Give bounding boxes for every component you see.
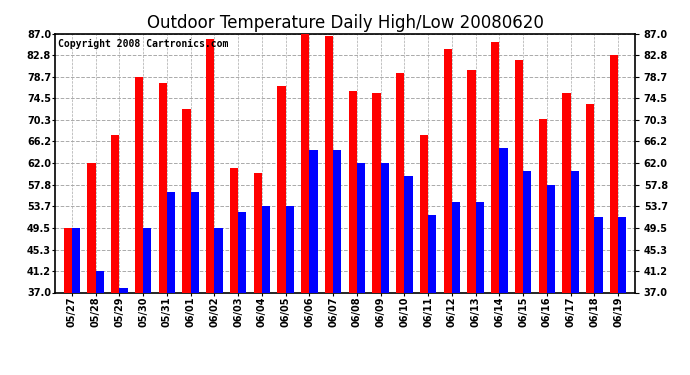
Bar	[301, 34, 309, 292]
Bar	[562, 93, 571, 292]
Bar	[357, 163, 365, 292]
Bar	[491, 42, 500, 292]
Bar	[63, 228, 72, 292]
Bar	[325, 36, 333, 292]
Bar	[444, 49, 452, 292]
Title: Outdoor Temperature Daily High/Low 20080620: Outdoor Temperature Daily High/Low 20080…	[146, 14, 544, 32]
Bar	[547, 185, 555, 292]
Bar	[586, 104, 594, 292]
Bar	[167, 192, 175, 292]
Bar	[420, 135, 428, 292]
Bar	[428, 215, 437, 292]
Bar	[500, 148, 508, 292]
Bar	[373, 93, 381, 292]
Bar	[135, 77, 143, 292]
Bar	[182, 109, 190, 292]
Bar	[348, 91, 357, 292]
Bar	[286, 206, 294, 292]
Text: Copyright 2008 Cartronics.com: Copyright 2008 Cartronics.com	[58, 39, 228, 49]
Bar	[333, 150, 342, 292]
Bar	[143, 228, 151, 292]
Bar	[215, 228, 223, 292]
Bar	[119, 288, 128, 292]
Bar	[190, 192, 199, 292]
Bar	[571, 171, 579, 292]
Bar	[610, 56, 618, 292]
Bar	[523, 171, 531, 292]
Bar	[72, 228, 80, 292]
Bar	[404, 176, 413, 292]
Bar	[515, 60, 523, 292]
Bar	[277, 86, 286, 292]
Bar	[594, 217, 603, 292]
Bar	[309, 150, 317, 292]
Bar	[452, 202, 460, 292]
Bar	[475, 202, 484, 292]
Bar	[206, 39, 215, 292]
Bar	[159, 83, 167, 292]
Bar	[539, 119, 547, 292]
Bar	[262, 206, 270, 292]
Bar	[238, 212, 246, 292]
Bar	[396, 73, 404, 292]
Bar	[87, 163, 96, 292]
Bar	[467, 70, 475, 292]
Bar	[381, 163, 389, 292]
Bar	[618, 217, 627, 292]
Bar	[111, 135, 119, 292]
Bar	[230, 168, 238, 292]
Bar	[96, 271, 104, 292]
Bar	[253, 174, 262, 292]
